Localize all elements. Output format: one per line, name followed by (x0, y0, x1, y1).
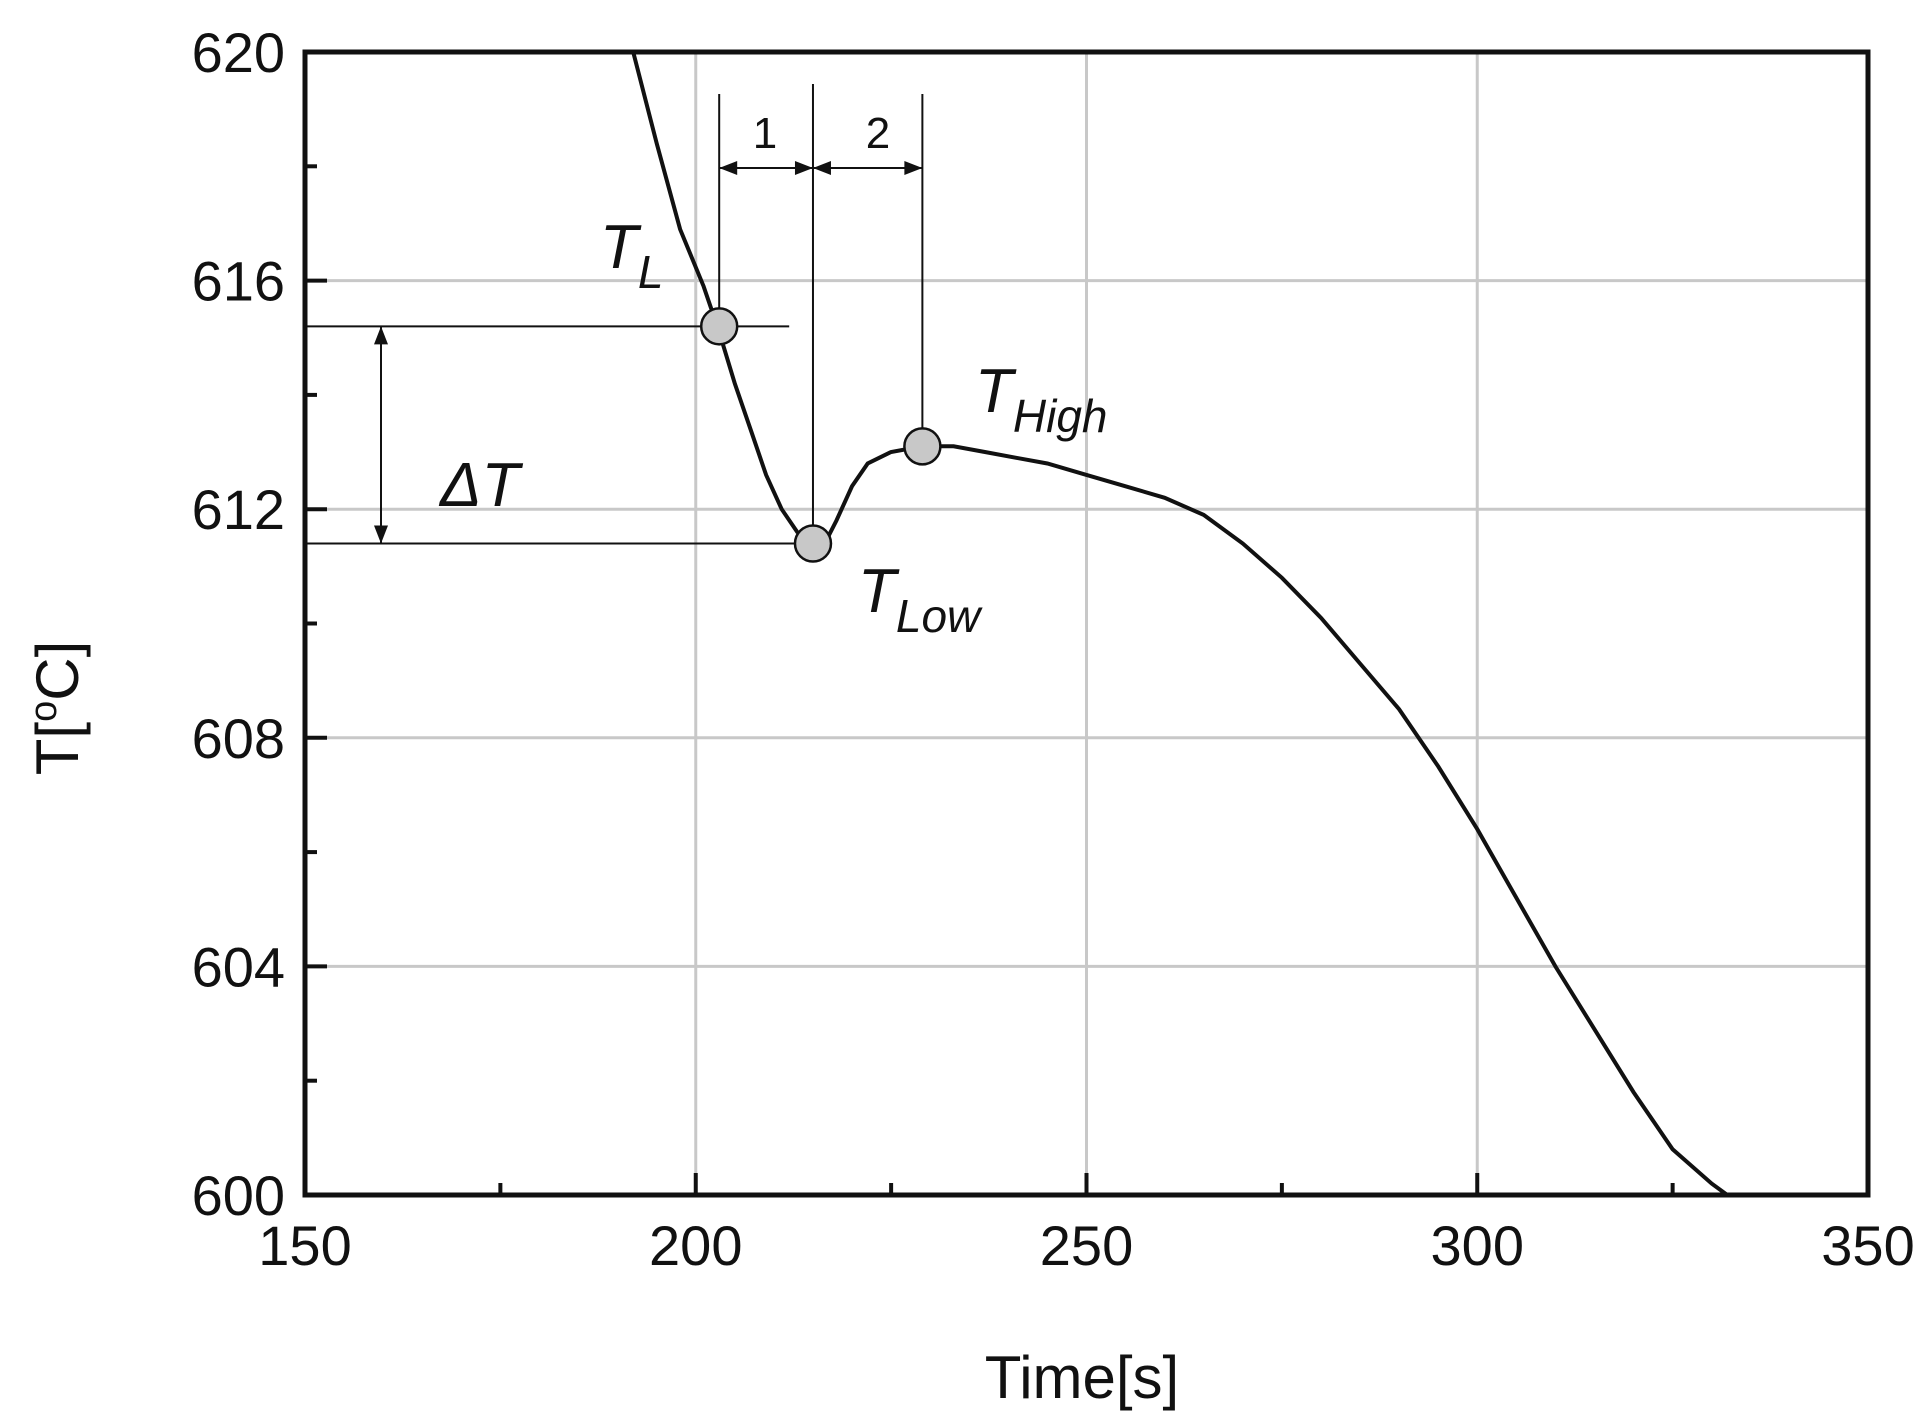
delta-t-arrow-head (374, 326, 388, 345)
interval-2-arrow-head (904, 161, 923, 175)
point-markers (699, 307, 942, 563)
point-marker-t-l (699, 307, 739, 346)
annotation-guides (305, 84, 924, 545)
x-tick-label: 150 (258, 1214, 351, 1277)
axis-ticks (303, 50, 1870, 1197)
label-t-l: TL (600, 213, 663, 298)
x-tick-label: 250 (1040, 1214, 1133, 1277)
x-tick-label: 350 (1821, 1214, 1914, 1277)
delta-t-arrow-head (374, 525, 388, 544)
x-tick-label: 300 (1431, 1214, 1524, 1277)
label-interval-2: 2 (866, 109, 890, 158)
y-tick-label: 620 (192, 21, 285, 84)
y-tick-label: 612 (192, 478, 285, 541)
point-marker-t-low (793, 524, 833, 563)
y-tick-label: 600 (192, 1164, 285, 1227)
x-axis-title: Time[s] (985, 1344, 1179, 1411)
label-delta-t: ΔT (438, 451, 524, 520)
y-tick-label: 604 (192, 935, 285, 998)
label-interval-1: 1 (753, 109, 777, 158)
point-marker-t-high (903, 427, 942, 466)
interval-2-arrow-head (812, 161, 831, 175)
y-tick-label: 608 (192, 707, 285, 770)
tick-labels: 150 200 250 300 350 600 604 608 612 616 620 (192, 21, 1915, 1277)
interval-1-arrow-head (719, 161, 738, 175)
y-tick-label: 616 (192, 250, 285, 313)
grid-lines (305, 52, 1868, 1195)
y-axis-title: T[oC] (23, 641, 91, 775)
label-t-low: TLow (858, 557, 983, 642)
x-tick-label: 200 (649, 1214, 742, 1277)
interval-1-arrow-head (794, 161, 813, 175)
cooling-curve (631, 51, 1729, 1197)
label-t-high: THigh (975, 357, 1107, 442)
